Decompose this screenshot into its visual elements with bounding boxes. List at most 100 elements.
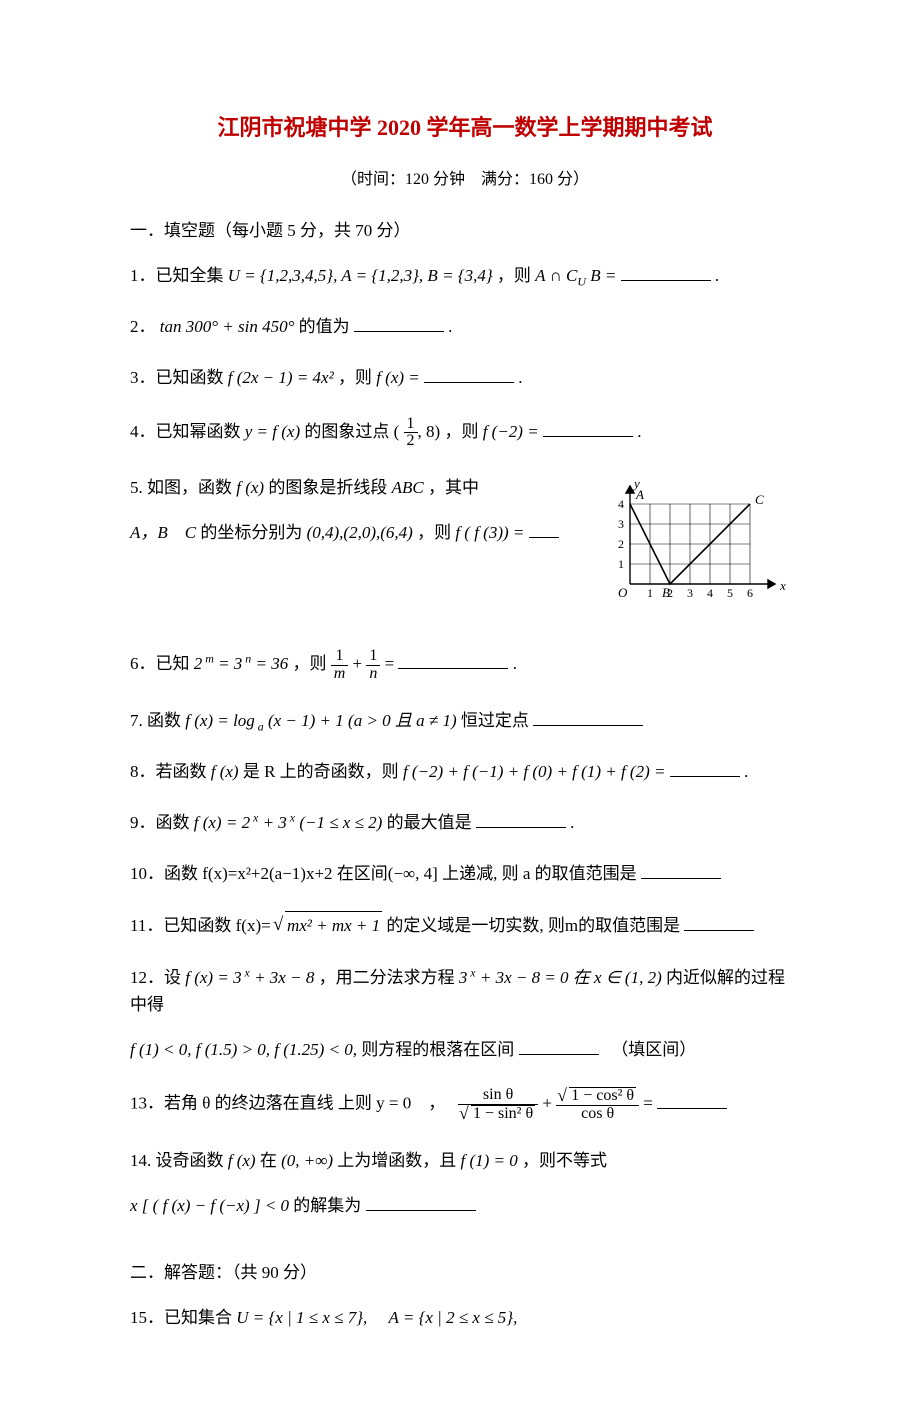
q5-l2e: f ( f (3)) =: [455, 523, 524, 542]
q12-l2a: f (1) < 0, f (1.5) > 0, f (1.25) < 0,: [130, 1040, 357, 1059]
q13-pre: 13．若角 θ 的终边落在直线 上则 y = 0 ，: [130, 1094, 454, 1113]
q8-f: f (x): [211, 762, 239, 781]
q8-mid: 是 R 上的奇函数，则: [243, 762, 403, 781]
q3-e2: f (x) =: [376, 368, 420, 387]
q12-l1b: f (x) = 3 x + 3x − 8: [185, 968, 314, 987]
question-1: 1．已知全集 U = {1,2,3,4,5}, A = {1,2,3}, B =…: [130, 262, 800, 289]
q1-label: 1．已知全集: [130, 266, 228, 285]
q5-l1e: ，其中: [428, 478, 479, 497]
question-4: 4．已知幂函数 y = f (x) 的图象过点 ( 1 2 , 8) ，则 f …: [130, 416, 800, 451]
q3-pre: 3．已知函数: [130, 368, 228, 387]
q4-e1: y = f (x): [245, 422, 300, 441]
q15-pre: 15．已知集合: [130, 1308, 236, 1327]
q12-line2: f (1) < 0, f (1.5) > 0, f (1.25) < 0, 则方…: [130, 1036, 800, 1063]
q5-l2d: ，则: [417, 523, 455, 542]
q3-blank: [424, 365, 514, 383]
q15-U: U = {x | 1 ≤ x ≤ 7},: [236, 1308, 367, 1327]
q2-pre: 2．: [130, 317, 156, 336]
q8-blank: [670, 759, 740, 777]
q10-blank: [641, 861, 721, 879]
q2-expr: tan 300° + sin 450°: [160, 317, 295, 336]
q13-f1d-rad: 1 − sin² θ: [471, 1105, 535, 1123]
question-8: 8．若函数 f (x) 是 R 上的奇函数，则 f (−2) + f (−1) …: [130, 758, 800, 785]
question-3: 3．已知函数 f (2x − 1) = 4x² ，则 f (x) = .: [130, 364, 800, 391]
q14-l1f: f (1) = 0: [461, 1151, 518, 1170]
q11-rad: mx² + mx + 1: [285, 911, 382, 939]
question-10: 10．函数 f(x)=x²+2(a−1)x+2 在区间(−∞, 4] 上递减, …: [130, 860, 800, 887]
q11-post: 的定义域是一切实数, 则m的取值范围是: [386, 916, 680, 935]
q13-f1: sin θ 1 − sin² θ: [458, 1087, 538, 1123]
q6-f2d: n: [366, 666, 380, 683]
q8-pre: 8．若函数: [130, 762, 211, 781]
q15-A: A = {x | 2 ≤ x ≤ 5},: [372, 1308, 518, 1327]
gy1: 1: [618, 557, 624, 571]
q9-blank: [476, 810, 566, 828]
q8-expr: f (−2) + f (−1) + f (0) + f (1) + f (2) …: [403, 762, 666, 781]
q14-blank: [366, 1193, 476, 1211]
q6-f1n: 1: [331, 648, 349, 666]
q6-f1d: m: [331, 666, 349, 683]
q5-l2a: A，B C: [130, 523, 196, 542]
q14-l2: x [ ( f (x) − f (−x) ] < 0: [130, 1196, 289, 1215]
q5-text: 5. 如图，函数 f (x) 的图象是折线段 ABC ，其中 A，B C 的坐标…: [130, 474, 600, 546]
gx2: 2: [667, 586, 673, 600]
graph-label-x: x: [779, 578, 786, 593]
graph-label-y: y: [632, 476, 640, 491]
gx1: 1: [647, 586, 653, 600]
q12-l2c: （填区间）: [603, 1040, 697, 1059]
q4-pre: 4．已知幂函数: [130, 422, 245, 441]
q1-expr1: U = {1,2,3,4,5}, A = {1,2,3}, B = {3,4}: [228, 266, 493, 285]
q7-post: 恒过定点: [461, 711, 529, 730]
q14-l1e: 上为增函数，且: [337, 1151, 460, 1170]
q4-blank: [543, 419, 633, 437]
q4-mid1: 的图象过点: [304, 422, 393, 441]
q13-f1d: 1 − sin² θ: [458, 1105, 538, 1123]
q5-blank: [529, 520, 559, 538]
q5-l1d: ABC: [392, 478, 424, 497]
q6-mid: ，则: [292, 654, 330, 673]
q13-f2n-rad: 1 − cos² θ: [569, 1087, 636, 1105]
q7-expr: f (x) = log a (x − 1) + 1 (a > 0 且 a ≠ 1…: [185, 711, 456, 730]
q14-line2: x [ ( f (x) − f (−x) ] < 0 的解集为: [130, 1192, 800, 1219]
gy3: 3: [618, 517, 624, 531]
question-9: 9．函数 f (x) = 2 x + 3 x (−1 ≤ x ≤ 2) 的最大值…: [130, 809, 800, 836]
graph-label-O: O: [618, 585, 628, 600]
graph-label-C: C: [755, 492, 764, 507]
section-2-head: 二．解答题：（共 90 分）: [130, 1259, 800, 1286]
q11-sqrt: mx² + mx + 1: [275, 911, 382, 939]
q6-eq: =: [385, 654, 395, 673]
q5-l1b: f (x): [236, 478, 264, 497]
page-title: 江阴市祝塘中学 2020 学年高一数学上学期期中考试: [130, 110, 800, 145]
q13-eq: =: [643, 1094, 653, 1113]
q7-blank: [533, 708, 643, 726]
question-2: 2． tan 300° + sin 450° 的值为 .: [130, 313, 800, 340]
question-15: 15．已知集合 U = {x | 1 ≤ x ≤ 7}, A = {x | 2 …: [130, 1304, 800, 1331]
q14-l1c: 在: [260, 1151, 281, 1170]
q5-line1: 5. 如图，函数 f (x) 的图象是折线段 ABC ，其中: [130, 474, 600, 501]
q12-l2b: 则方程的根落在区间: [361, 1040, 514, 1059]
q14-line1: 14. 设奇函数 f (x) 在 (0, +∞) 上为增函数，且 f (1) =…: [130, 1147, 800, 1174]
q1-expr2: A ∩ CU B =: [535, 266, 616, 285]
q5-l2b: 的坐标分别为: [200, 523, 306, 542]
q13-f2d: cos θ: [556, 1106, 639, 1123]
q6-pre: 6．已知: [130, 654, 194, 673]
q5-l1c: 的图象是折线段: [268, 478, 391, 497]
q9-expr: f (x) = 2 x + 3 x (−1 ≤ x ≤ 2): [194, 813, 383, 832]
q13-blank: [657, 1091, 727, 1109]
q4-mid2: ，则: [444, 422, 482, 441]
q4-e2: f (−2) =: [483, 422, 539, 441]
q13-f1n: sin θ: [458, 1087, 538, 1105]
q14-l1b: f (x): [228, 1151, 256, 1170]
gx6: 6: [747, 586, 753, 600]
q4-frac-den: 2: [404, 433, 418, 450]
q9-pre: 9．函数: [130, 813, 194, 832]
q14-l1a: 14. 设奇函数: [130, 1151, 228, 1170]
q13-plus: +: [542, 1094, 556, 1113]
q6-f2n: 1: [366, 648, 380, 666]
question-11: 11．已知函数 f(x)= mx² + mx + 1 的定义域是一切实数, 则m…: [130, 911, 800, 939]
gx5: 5: [727, 586, 733, 600]
q4-frac-num: 1: [404, 416, 418, 434]
q13-f2n: 1 − cos² θ: [556, 1087, 639, 1106]
q12-line1: 12．设 f (x) = 3 x + 3x − 8 ，用二分法求方程 3 x +…: [130, 964, 800, 1018]
q6-f1: 1 m: [331, 648, 349, 683]
